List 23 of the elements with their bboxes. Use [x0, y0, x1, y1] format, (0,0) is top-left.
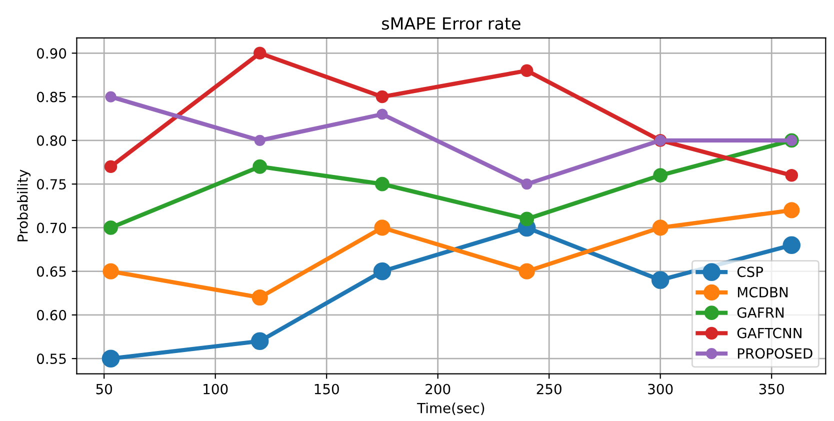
legend-label: GAFRN: [737, 307, 784, 318]
x-tick-label: 50: [96, 384, 112, 394]
x-tick-label: 100: [204, 384, 228, 394]
x-tick-label: 300: [648, 384, 673, 394]
legend-label: MCDBN: [738, 286, 788, 298]
y-tick-label: 0.60: [36, 310, 66, 320]
legend-label: GAFTCNN: [737, 328, 802, 338]
x-tick-label: 350: [759, 384, 784, 394]
y-tick-label: 0.55: [36, 354, 66, 364]
y-tick-label: 0.70: [36, 222, 66, 234]
x-tick-label: 150: [314, 384, 339, 394]
legend-label: PROPOSED: [738, 348, 812, 359]
y-tick-label: 0.65: [36, 266, 66, 277]
chart-title: sMAPE Error rate: [382, 17, 520, 30]
y-tick-label: 0.90: [36, 48, 66, 59]
x-tick-label: 250: [536, 384, 562, 394]
y-tick-label: 0.75: [36, 179, 66, 190]
x-axis-title: Time(sec): [417, 402, 484, 415]
y-axis-title: Probability: [17, 170, 31, 242]
y-tick-label: 0.85: [36, 92, 66, 102]
y-tick-label: 0.80: [36, 135, 66, 146]
legend-label: CSP: [737, 266, 764, 278]
x-tick-label: 200: [426, 384, 450, 394]
